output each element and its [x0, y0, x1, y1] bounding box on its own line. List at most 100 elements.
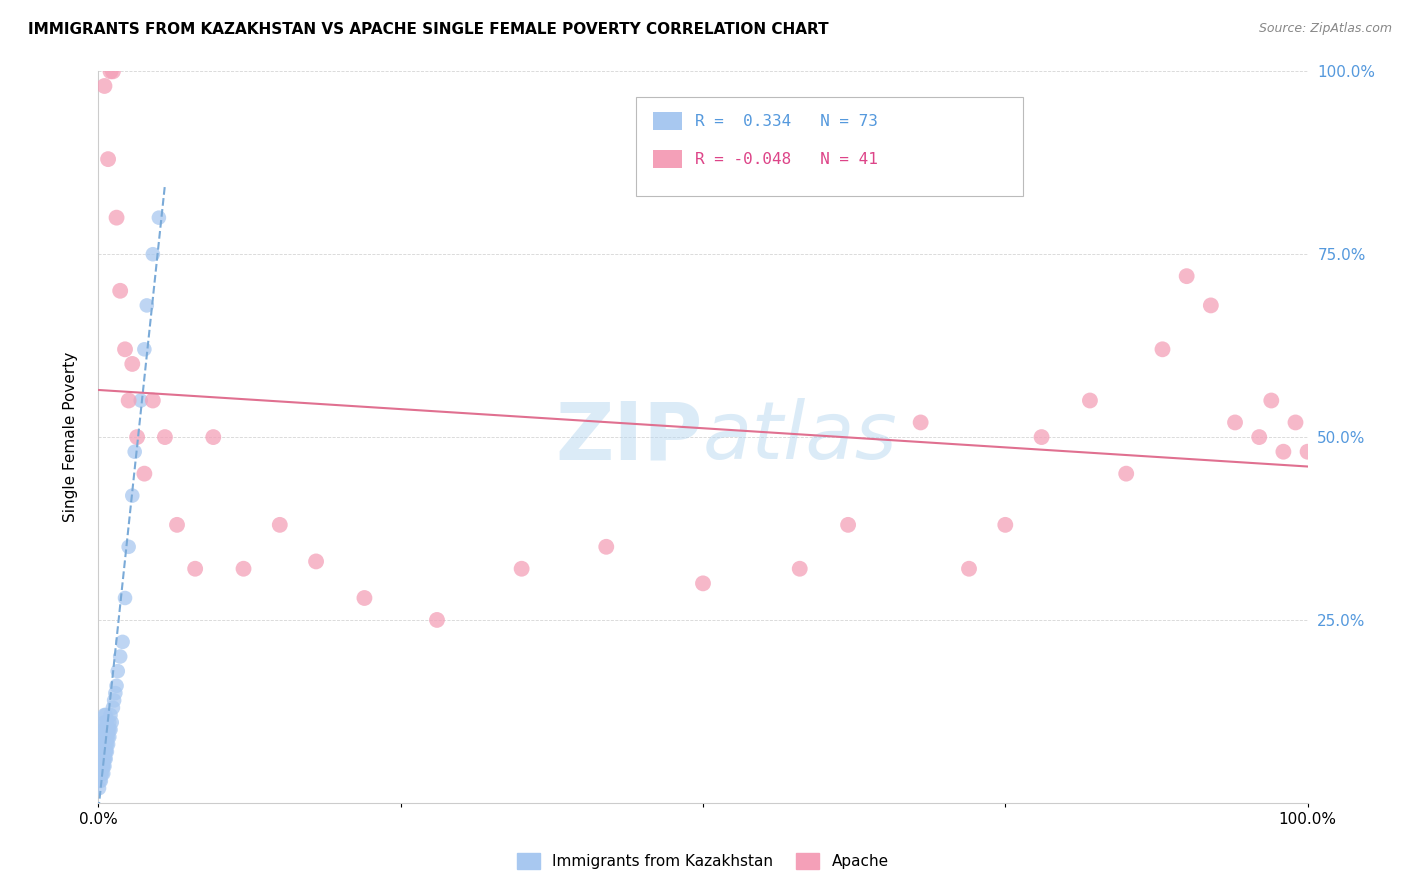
Point — [100, 715, 122, 730]
Point — [91, 766, 114, 780]
Point — [118, 540, 141, 554]
Point — [1199, 298, 1222, 312]
Point — [1284, 416, 1306, 430]
Point — [595, 540, 617, 554]
Point — [91, 759, 114, 773]
Point — [91, 745, 114, 759]
Point — [101, 64, 124, 78]
Legend: Immigrants from Kazakhstan, Apache: Immigrants from Kazakhstan, Apache — [512, 847, 894, 875]
Point — [91, 737, 114, 751]
Point — [98, 715, 121, 730]
Point — [90, 773, 112, 788]
Point — [93, 752, 115, 766]
FancyBboxPatch shape — [654, 151, 682, 168]
Point — [148, 211, 170, 225]
Point — [94, 730, 117, 744]
Text: R = -0.048   N = 41: R = -0.048 N = 41 — [695, 152, 877, 167]
Point — [93, 723, 115, 737]
Point — [118, 393, 141, 408]
Point — [135, 298, 157, 312]
Point — [93, 759, 115, 773]
Point — [129, 393, 152, 408]
Point — [107, 664, 129, 678]
Point — [184, 562, 207, 576]
Point — [1272, 444, 1295, 458]
Point — [91, 745, 114, 759]
Point — [1175, 269, 1198, 284]
Point — [94, 730, 117, 744]
Point — [1152, 343, 1174, 357]
Point — [94, 752, 117, 766]
Point — [1296, 444, 1319, 458]
Point — [89, 773, 111, 788]
Point — [94, 708, 117, 723]
Point — [93, 715, 115, 730]
Point — [91, 745, 114, 759]
Point — [91, 752, 114, 766]
Point — [93, 752, 115, 766]
Point — [910, 416, 932, 430]
Point — [166, 517, 188, 532]
Point — [97, 723, 120, 737]
Point — [1223, 416, 1246, 430]
Point — [93, 737, 115, 751]
FancyBboxPatch shape — [654, 112, 682, 130]
Point — [121, 357, 143, 371]
Point — [127, 430, 149, 444]
Point — [89, 766, 111, 780]
Point — [426, 613, 449, 627]
Point — [96, 737, 118, 751]
Point — [93, 708, 115, 723]
Point — [1078, 393, 1101, 408]
Point — [94, 737, 117, 751]
Point — [104, 686, 127, 700]
Point — [134, 467, 156, 481]
Point — [837, 517, 859, 532]
Point — [97, 737, 120, 751]
Text: IMMIGRANTS FROM KAZAKHSTAN VS APACHE SINGLE FEMALE POVERTY CORRELATION CHART: IMMIGRANTS FROM KAZAKHSTAN VS APACHE SIN… — [28, 22, 828, 37]
Point — [105, 679, 128, 693]
Point — [91, 759, 114, 773]
Point — [90, 766, 112, 780]
Point — [105, 211, 128, 225]
Text: R =  0.334   N = 73: R = 0.334 N = 73 — [695, 113, 877, 128]
Point — [93, 723, 115, 737]
Point — [124, 444, 146, 458]
Point — [97, 730, 120, 744]
Point — [1115, 467, 1137, 481]
Point — [94, 745, 117, 759]
Point — [91, 752, 114, 766]
Point — [90, 752, 112, 766]
Point — [114, 591, 136, 605]
Point — [142, 393, 165, 408]
Point — [96, 745, 118, 759]
Point — [90, 759, 112, 773]
Point — [111, 635, 134, 649]
Point — [114, 343, 136, 357]
Point — [98, 723, 121, 737]
Point — [94, 745, 117, 759]
Point — [108, 284, 131, 298]
Point — [108, 649, 131, 664]
Point — [510, 562, 533, 576]
Point — [957, 562, 980, 576]
Point — [1031, 430, 1053, 444]
Text: atlas: atlas — [703, 398, 898, 476]
Point — [97, 152, 120, 166]
Point — [100, 723, 122, 737]
Point — [93, 737, 115, 751]
Point — [89, 766, 111, 780]
FancyBboxPatch shape — [637, 97, 1024, 195]
Point — [87, 781, 110, 796]
Point — [96, 723, 118, 737]
Point — [121, 489, 143, 503]
Point — [93, 745, 115, 759]
Point — [91, 737, 114, 751]
Point — [994, 517, 1017, 532]
Text: Source: ZipAtlas.com: Source: ZipAtlas.com — [1258, 22, 1392, 36]
Point — [91, 759, 114, 773]
Point — [93, 745, 115, 759]
Point — [305, 554, 328, 568]
Point — [269, 517, 291, 532]
Point — [353, 591, 375, 605]
